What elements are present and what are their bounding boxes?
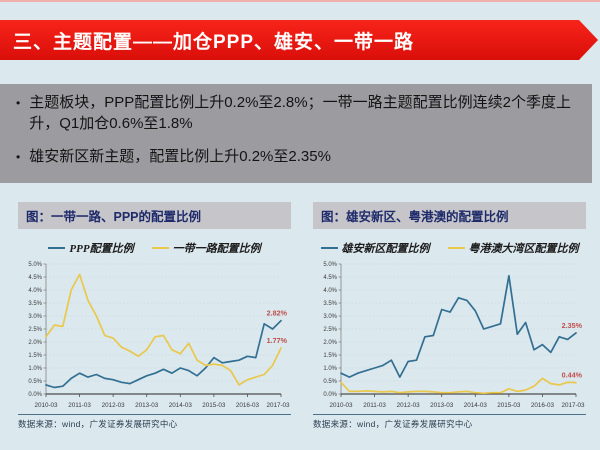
legend-label: 粤港澳大湾区配置比例 (468, 243, 579, 255)
svg-text:2.5%: 2.5% (28, 327, 42, 333)
svg-text:2017-03: 2017-03 (561, 402, 585, 409)
section-title: 三、主题配置——加仓PPP、雄安、一带一路 (13, 31, 415, 53)
svg-text:1.0%: 1.0% (323, 366, 337, 372)
summary-box: • 主题板块，PPP配置比例上升0.2%至2.8%；一带一路主题配置比例连续2个… (0, 84, 592, 183)
svg-text:2015-03: 2015-03 (497, 402, 521, 409)
svg-text:5.0%: 5.0% (323, 262, 337, 268)
bullet-item: • 主题板块，PPP配置比例上升0.2%至2.8%；一带一路主题配置比例连续2个… (16, 93, 578, 134)
legend-item: PPP配置比例 (48, 240, 134, 256)
legend-item: 雄安新区配置比例 (320, 240, 430, 256)
chart-legend: PPP配置比例 一带一路配置比例 (18, 240, 291, 256)
legend-line-swatch (447, 247, 465, 249)
svg-text:2015-03: 2015-03 (202, 402, 226, 409)
top-accent-line (0, 0, 600, 2)
svg-text:2.0%: 2.0% (28, 340, 42, 346)
chart-source: 数据来源：wind，广发证券发展研究中心 (18, 414, 291, 430)
chart-panel-right: 图：雄安新区、粤港澳的配置比例 雄安新区配置比例 粤港澳大湾区配置比例 0.0%… (313, 202, 586, 430)
svg-text:2011-03: 2011-03 (68, 402, 91, 409)
svg-text:2017-03: 2017-03 (266, 402, 290, 409)
svg-text:0.5%: 0.5% (28, 379, 42, 385)
svg-text:4.0%: 4.0% (323, 288, 337, 294)
line-chart: 0.0% 0.5% 1.0% 1.5% 2.0% 2.5% 3.0% 3.5% 4.0% 4.5%… (28, 262, 290, 409)
svg-text:1.5%: 1.5% (28, 353, 42, 359)
chart-source: 数据来源：wind，广发证券发展研究中心 (313, 414, 586, 430)
svg-text:2.82%: 2.82% (267, 309, 288, 318)
svg-text:4.0%: 4.0% (28, 288, 42, 294)
chart-legend: 雄安新区配置比例 粤港澳大湾区配置比例 (313, 240, 586, 256)
svg-text:2012-03: 2012-03 (102, 402, 126, 409)
svg-text:2010-03: 2010-03 (34, 402, 58, 409)
bullet-text: 主题板块，PPP配置比例上升0.2%至2.8%；一带一路主题配置比例连续2个季度… (29, 94, 571, 132)
charts-row: 图：一带一路、PPP的配置比例 PPP配置比例 一带一路配置比例 0.0% 0.5… (18, 202, 586, 430)
svg-text:0.0%: 0.0% (323, 392, 337, 398)
line-chart: 0.0% 0.5% 1.0% 1.5% 2.0% 2.5% 3.0% 3.5% 4.0% 4.5%… (323, 262, 585, 409)
svg-text:2016-03: 2016-03 (236, 402, 260, 409)
bullet-text: 雄安新区新主题，配置比例上升0.2%至2.35% (29, 148, 331, 166)
svg-text:2014-03: 2014-03 (464, 402, 488, 409)
svg-text:2.35%: 2.35% (562, 321, 583, 330)
svg-text:2.5%: 2.5% (323, 327, 337, 333)
svg-text:0.5%: 0.5% (323, 379, 337, 385)
svg-text:3.5%: 3.5% (323, 301, 337, 307)
svg-text:4.5%: 4.5% (28, 275, 42, 281)
svg-text:3.0%: 3.0% (28, 314, 42, 320)
legend-label: 一带一路配置比例 (172, 243, 261, 255)
chart-title: 图：雄安新区、粤港澳的配置比例 (313, 202, 586, 229)
bullet-icon: • (16, 96, 21, 110)
legend-line-swatch (48, 247, 66, 249)
svg-text:0.44%: 0.44% (562, 371, 583, 380)
svg-text:2012-03: 2012-03 (397, 402, 421, 409)
chart-title: 图：一带一路、PPP的配置比例 (18, 202, 291, 229)
svg-text:3.0%: 3.0% (323, 314, 337, 320)
legend-label: PPP配置比例 (69, 243, 134, 255)
svg-text:2010-03: 2010-03 (329, 402, 353, 409)
svg-text:2014-03: 2014-03 (169, 402, 193, 409)
svg-text:3.5%: 3.5% (28, 301, 42, 307)
section-banner: 三、主题配置——加仓PPP、雄安、一带一路 (0, 20, 598, 60)
legend-item: 粤港澳大湾区配置比例 (447, 240, 579, 256)
svg-text:1.77%: 1.77% (267, 336, 288, 345)
bullet-icon: • (16, 150, 21, 165)
svg-text:4.5%: 4.5% (323, 275, 337, 281)
chart-panel-left: 图：一带一路、PPP的配置比例 PPP配置比例 一带一路配置比例 0.0% 0.5… (18, 202, 291, 430)
bullet-item: • 雄安新区新主题，配置比例上升0.2%至2.35% (16, 147, 578, 168)
svg-text:1.5%: 1.5% (323, 353, 337, 359)
svg-text:1.0%: 1.0% (28, 366, 42, 372)
svg-text:2013-03: 2013-03 (430, 402, 454, 409)
legend-line-swatch (151, 247, 169, 249)
svg-text:2016-03: 2016-03 (531, 402, 555, 409)
svg-text:2.0%: 2.0% (323, 340, 337, 346)
svg-text:0.0%: 0.0% (28, 392, 42, 398)
legend-line-swatch (320, 247, 338, 249)
legend-label: 雄安新区配置比例 (341, 243, 430, 255)
svg-text:2011-03: 2011-03 (363, 402, 386, 409)
svg-text:5.0%: 5.0% (28, 262, 42, 268)
legend-item: 一带一路配置比例 (151, 240, 261, 256)
svg-text:2013-03: 2013-03 (135, 402, 159, 409)
